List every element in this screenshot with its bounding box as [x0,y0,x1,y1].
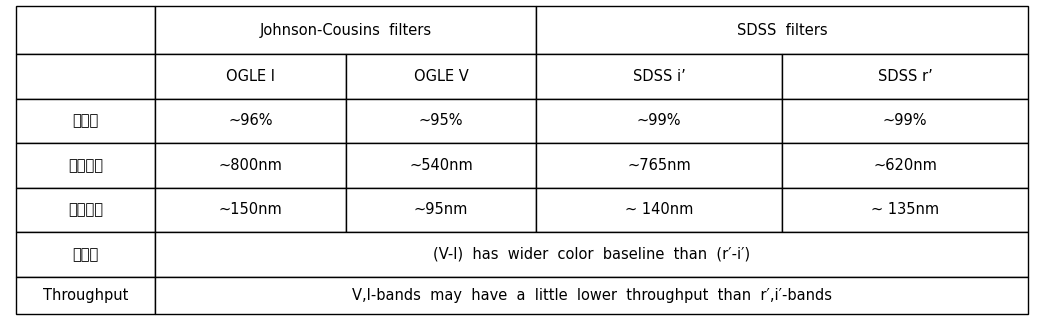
Bar [156,54,346,99]
Text: Throughput: Throughput [43,288,129,303]
Bar [782,188,1028,232]
Text: ~99%: ~99% [637,113,681,128]
Bar [16,188,156,232]
Text: 중심파장: 중심파장 [68,158,104,173]
Bar [156,232,1028,277]
Bar [156,188,346,232]
Text: ~620nm: ~620nm [873,158,937,173]
Text: SDSS  filters: SDSS filters [736,23,827,38]
Text: OGLE V: OGLE V [413,69,469,84]
Text: ~96%: ~96% [228,113,273,128]
Bar [346,188,537,232]
Bar [156,99,346,143]
Text: SDSS i’: SDSS i’ [633,69,685,84]
Text: Johnson-Cousins  filters: Johnson-Cousins filters [259,23,432,38]
Bar [537,6,1028,54]
Text: ~765nm: ~765nm [628,158,691,173]
Bar [537,99,782,143]
Text: ~ 135nm: ~ 135nm [871,203,939,217]
Text: ~95%: ~95% [418,113,463,128]
Bar [156,277,1028,314]
Text: 색지수: 색지수 [72,247,98,262]
Bar [16,99,156,143]
Bar [537,188,782,232]
Text: ~540nm: ~540nm [409,158,473,173]
Text: (V-I)  has  wider  color  baseline  than  (r′-i′): (V-I) has wider color baseline than (r′-… [433,247,750,262]
Text: ~99%: ~99% [883,113,928,128]
Bar [782,54,1028,99]
Text: OGLE I: OGLE I [226,69,275,84]
Text: ~150nm: ~150nm [219,203,282,217]
Bar [16,232,156,277]
Text: 투과율: 투과율 [72,113,98,128]
Text: ~ 140nm: ~ 140nm [624,203,693,217]
Bar [16,54,156,99]
Text: SDSS r’: SDSS r’ [878,69,933,84]
Text: V,I-bands  may  have  a  little  lower  throughput  than  r′,i′-bands: V,I-bands may have a little lower throug… [351,288,832,303]
Bar [537,143,782,188]
Bar [782,143,1028,188]
Bar [16,6,156,54]
Text: 파장대폭: 파장대폭 [68,203,104,217]
Text: ~95nm: ~95nm [414,203,469,217]
Bar [782,99,1028,143]
Bar [16,277,156,314]
Bar [346,99,537,143]
Bar [156,143,346,188]
Bar [346,143,537,188]
Bar [537,54,782,99]
Bar [156,6,537,54]
Bar [16,143,156,188]
Text: ~800nm: ~800nm [219,158,282,173]
Bar [346,54,537,99]
